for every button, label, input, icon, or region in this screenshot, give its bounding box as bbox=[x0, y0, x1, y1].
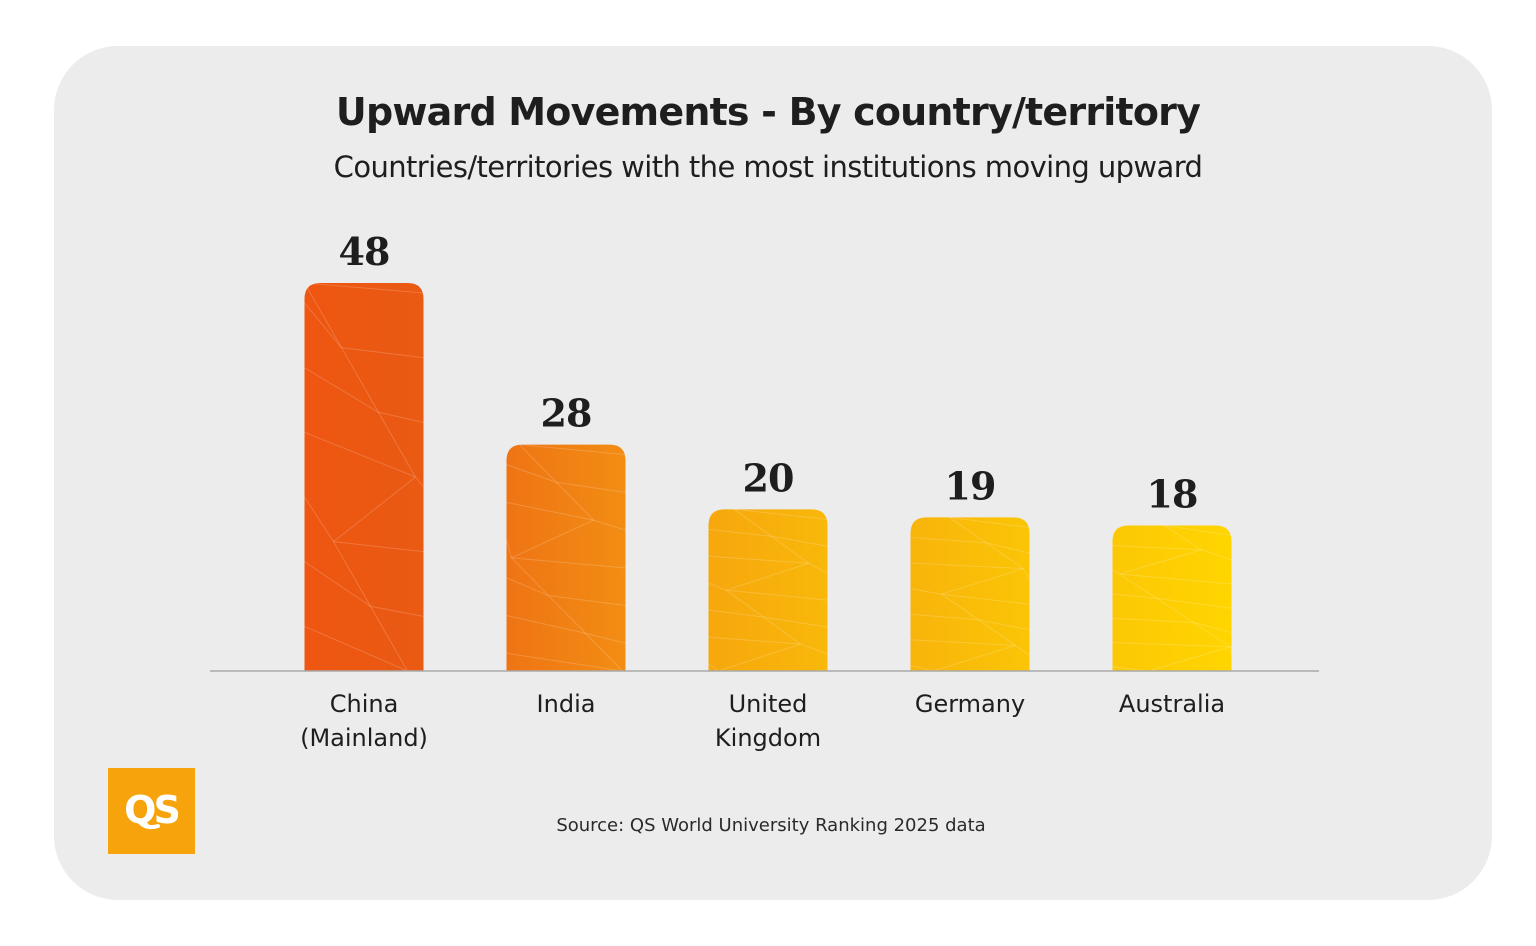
bar-1 bbox=[506, 444, 626, 671]
bar-0 bbox=[304, 283, 424, 671]
category-label-3: Germany bbox=[915, 690, 1025, 718]
source-note: Source: QS World University Ranking 2025… bbox=[556, 815, 986, 836]
category-label-0-line-0: China bbox=[330, 690, 399, 718]
category-label-1: India bbox=[537, 690, 596, 718]
bars-layer bbox=[304, 283, 1232, 671]
bar-texture-0 bbox=[304, 283, 424, 671]
bar-texture-3 bbox=[910, 517, 1030, 671]
bar-texture-1 bbox=[506, 444, 626, 671]
bar-2 bbox=[708, 509, 828, 671]
category-label-4: Australia bbox=[1119, 690, 1225, 718]
bar-texture-4 bbox=[1112, 525, 1232, 671]
bar-3 bbox=[910, 517, 1030, 671]
chart-card bbox=[54, 46, 1492, 900]
svg-text:QS: QS bbox=[124, 788, 178, 832]
category-label-2-line-0: United bbox=[729, 690, 808, 718]
category-label-2-line-1: Kingdom bbox=[715, 724, 821, 752]
chart-title: Upward Movements - By country/territory bbox=[335, 90, 1201, 134]
bar-4 bbox=[1112, 525, 1232, 671]
qs-logo: QS bbox=[108, 768, 195, 854]
chart-subtitle: Countries/territories with the most inst… bbox=[333, 150, 1203, 184]
value-label-2: 20 bbox=[743, 455, 794, 500]
bar-texture-2 bbox=[708, 509, 828, 671]
value-label-0: 48 bbox=[339, 229, 390, 274]
value-label-4: 18 bbox=[1147, 472, 1198, 517]
value-label-1: 28 bbox=[541, 391, 592, 436]
category-label-0-line-1: (Mainland) bbox=[300, 724, 428, 752]
value-label-3: 19 bbox=[945, 463, 996, 508]
qs-logo-mark: QS bbox=[124, 788, 181, 832]
labels-layer: 48 China (Mainland) 28 India 20 United Kingdom 1… bbox=[300, 229, 1225, 752]
